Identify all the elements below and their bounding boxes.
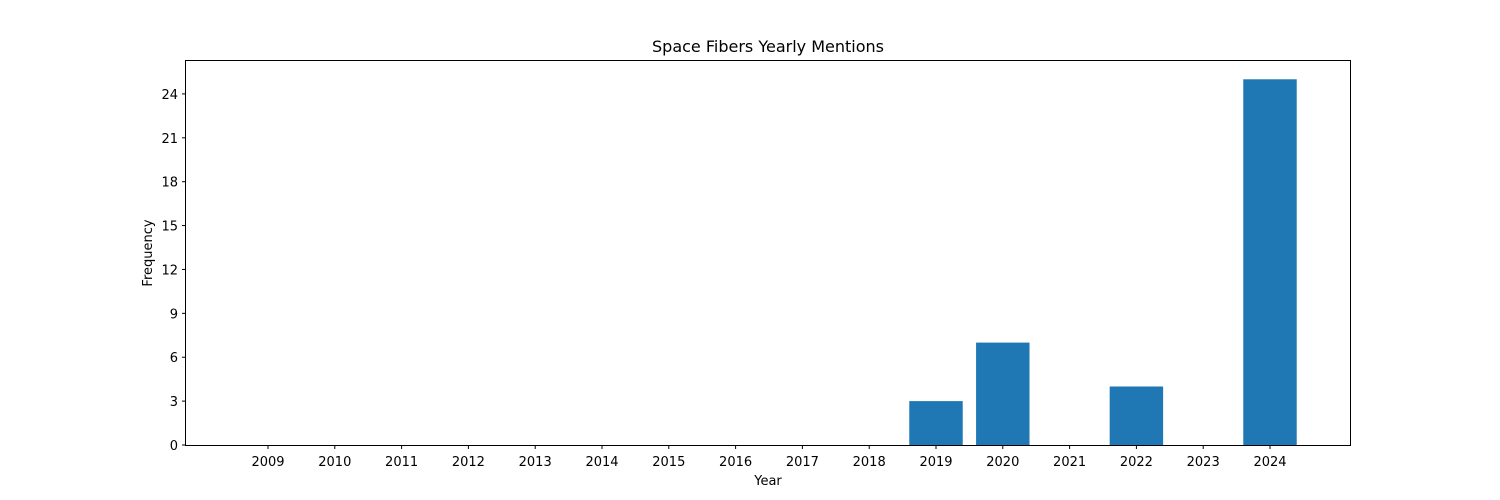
x-tick-label: 2019 bbox=[919, 455, 952, 470]
bar-2020 bbox=[976, 342, 1030, 445]
bar-2019 bbox=[909, 401, 963, 445]
x-tick-label: 2018 bbox=[853, 455, 886, 470]
y-axis-label: Frequency bbox=[141, 219, 156, 286]
y-tick-label: 12 bbox=[161, 263, 178, 278]
x-tick-label: 2015 bbox=[652, 455, 685, 470]
x-axis-label: Year bbox=[753, 474, 782, 489]
x-tick-label: 2023 bbox=[1187, 455, 1220, 470]
x-tick-label: 2012 bbox=[452, 455, 485, 470]
y-axis: 0 3 6 9 12 15 18 21 24 bbox=[161, 88, 186, 454]
y-tick-label: 15 bbox=[161, 220, 178, 235]
x-tick-label: 2011 bbox=[385, 455, 418, 470]
x-tick-label: 2013 bbox=[519, 455, 552, 470]
plot-frame bbox=[185, 60, 1351, 446]
y-tick-label: 9 bbox=[170, 307, 178, 322]
x-tick-label: 2017 bbox=[786, 455, 819, 470]
chart-title: Space Fibers Yearly Mentions bbox=[652, 37, 884, 56]
y-tick-label: 0 bbox=[170, 439, 178, 454]
x-tick-label: 2024 bbox=[1253, 455, 1286, 470]
x-tick-label: 2009 bbox=[251, 455, 284, 470]
y-tick-label: 24 bbox=[161, 88, 178, 103]
bar-2022 bbox=[1109, 386, 1164, 445]
x-tick-label: 2022 bbox=[1120, 455, 1153, 470]
y-tick-label: 6 bbox=[170, 351, 178, 366]
x-tick-label: 2010 bbox=[318, 455, 351, 470]
x-tick-label: 2021 bbox=[1053, 455, 1086, 470]
x-tick-label: 2020 bbox=[986, 455, 1019, 470]
bar-2024 bbox=[1243, 79, 1297, 445]
bars-layer bbox=[909, 79, 1297, 445]
y-tick-label: 21 bbox=[161, 132, 178, 147]
y-tick-label: 18 bbox=[161, 176, 178, 191]
y-tick-label: 3 bbox=[170, 395, 178, 410]
x-axis: 2009 2010 2011 2012 2013 2014 2015 2016 2017 2018… bbox=[251, 445, 1287, 470]
x-tick-label: 2016 bbox=[719, 455, 752, 470]
x-tick-label: 2014 bbox=[585, 455, 618, 470]
